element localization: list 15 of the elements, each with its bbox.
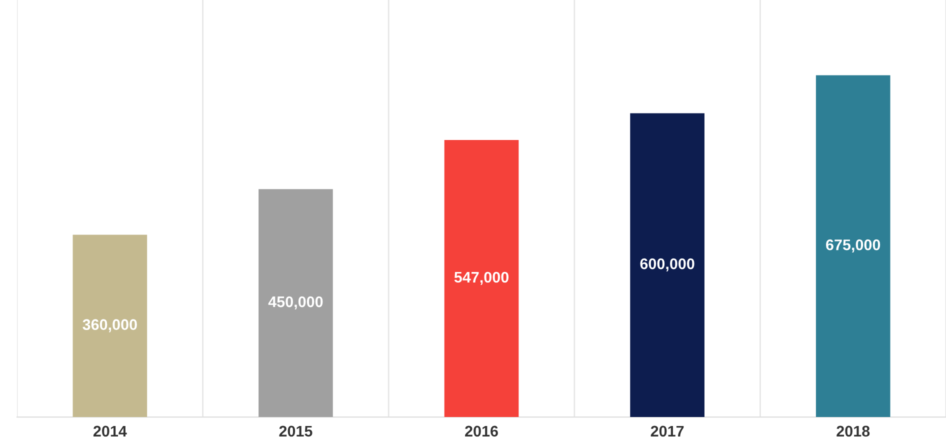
x-tick-label: 2014 bbox=[93, 426, 127, 437]
bar bbox=[816, 75, 890, 418]
x-tick-label: 2017 bbox=[650, 426, 684, 437]
x-tick-label: 2015 bbox=[279, 426, 312, 437]
bar bbox=[72, 234, 148, 418]
data-label: 600,000 bbox=[640, 258, 694, 272]
data-label: 675,000 bbox=[826, 239, 880, 252]
data-label: 547,000 bbox=[454, 272, 509, 285]
bar bbox=[258, 189, 333, 418]
data-label: 360,000 bbox=[82, 319, 137, 332]
x-tick-label: 2018 bbox=[836, 426, 870, 437]
bar bbox=[630, 113, 704, 418]
bar bbox=[444, 140, 519, 418]
x-tick-label: 2016 bbox=[465, 426, 498, 437]
data-label: 450,000 bbox=[268, 296, 323, 310]
